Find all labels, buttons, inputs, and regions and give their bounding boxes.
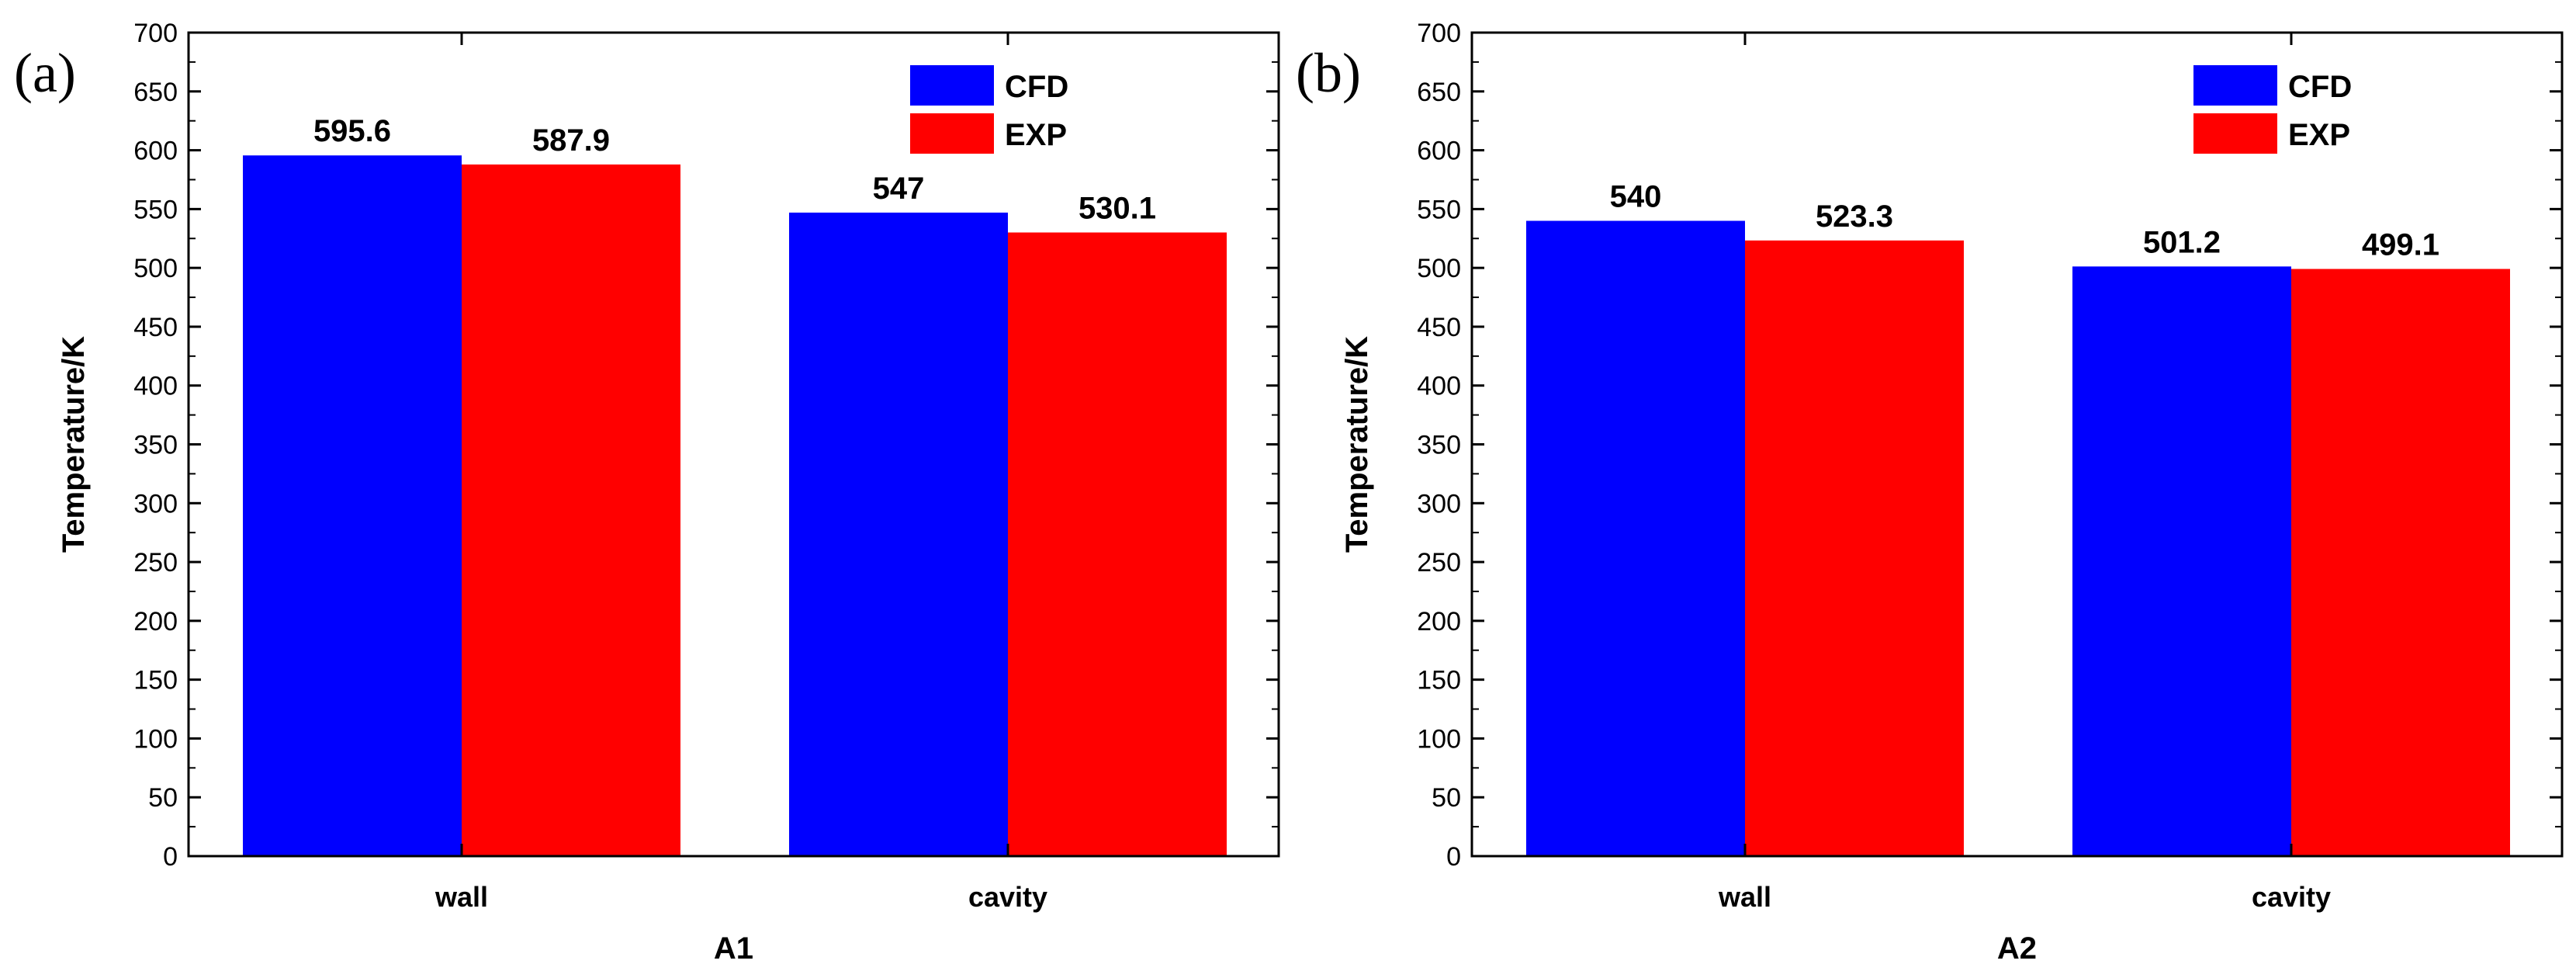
data-label-cfd-wall: 595.6 <box>313 114 391 148</box>
legend-label-exp: EXP <box>2288 118 2350 152</box>
x-tick-label-cavity: cavity <box>968 881 1047 913</box>
y-tick-label: 150 <box>1417 666 1461 695</box>
y-tick-label: 200 <box>133 607 178 636</box>
y-tick-label: 100 <box>133 724 178 754</box>
y-tick-label: 0 <box>1446 842 1461 872</box>
y-tick-label: 550 <box>133 195 178 224</box>
y-tick-label: 600 <box>133 137 178 166</box>
bar-cfd-wall <box>1526 220 1745 856</box>
y-tick-label: 350 <box>1417 431 1461 460</box>
y-tick-label: 350 <box>133 431 178 460</box>
legend: CFD EXP <box>2193 65 2352 154</box>
x-axis-title: A1 <box>714 931 753 966</box>
data-label-exp-wall: 523.3 <box>1816 199 1893 234</box>
x-axis-title: A2 <box>1997 931 2037 966</box>
y-tick-label: 400 <box>133 372 178 401</box>
bar-exp-cavity <box>1008 232 1227 856</box>
bar-cfd-cavity <box>2072 266 2291 857</box>
y-tick-label: 200 <box>1417 607 1461 636</box>
y-tick-label: 0 <box>163 842 178 872</box>
y-tick-label: 600 <box>1417 137 1461 166</box>
y-tick-label: 450 <box>1417 313 1461 342</box>
bar-exp-wall <box>1745 240 1964 856</box>
y-tick-label: 300 <box>1417 489 1461 518</box>
bar-exp-wall <box>462 164 680 857</box>
legend-swatch-exp <box>910 113 994 154</box>
y-tick-label: 300 <box>133 489 178 518</box>
y-tick-label: 650 <box>133 78 178 107</box>
y-axis-title: Temperature/K <box>57 336 91 553</box>
y-tick-label: 450 <box>133 313 178 342</box>
x-tick-label-wall: wall <box>1718 881 1771 913</box>
panel-label: (b) <box>1296 42 1361 104</box>
bar-exp-cavity <box>2291 269 2510 857</box>
x-tick-label-cavity: cavity <box>2252 881 2331 913</box>
data-label-exp-cavity: 499.1 <box>2362 228 2439 262</box>
y-tick-label: 650 <box>1417 78 1461 107</box>
chart-panel-1: 595.6 587.9 wall 547 530.1 cavity 0 50 100 150 200… <box>14 19 1280 966</box>
y-tick-label: 150 <box>133 666 178 695</box>
y-tick-label: 250 <box>1417 548 1461 577</box>
y-tick-label: 500 <box>133 254 178 283</box>
y-tick-label: 550 <box>1417 195 1461 224</box>
data-label-exp-cavity: 530.1 <box>1079 192 1156 226</box>
data-label-cfd-cavity: 501.2 <box>2143 225 2221 259</box>
legend-swatch-cfd <box>910 65 994 106</box>
y-tick-label: 700 <box>133 19 178 48</box>
data-label-cfd-cavity: 547 <box>873 172 925 206</box>
y-tick-label: 400 <box>1417 372 1461 401</box>
data-label-cfd-wall: 540 <box>1610 180 1662 214</box>
y-tick-label: 50 <box>148 783 178 813</box>
y-tick-label: 700 <box>1417 19 1461 48</box>
legend-swatch-exp <box>2193 113 2277 154</box>
legend-swatch-cfd <box>2193 65 2277 106</box>
y-tick-label: 50 <box>1432 783 1461 813</box>
legend-label-cfd: CFD <box>1005 70 1068 104</box>
chart-panel-2: 540 523.3 wall 501.2 499.1 cavity 0 50 100 150 200… <box>1296 19 2564 966</box>
y-tick-label: 500 <box>1417 254 1461 283</box>
y-tick-label: 250 <box>133 548 178 577</box>
y-axis-title: Temperature/K <box>1340 336 1374 553</box>
x-tick-label-wall: wall <box>435 881 488 913</box>
panel-label: (a) <box>14 42 76 104</box>
legend-label-cfd: CFD <box>2288 70 2352 104</box>
y-tick-label: 100 <box>1417 724 1461 754</box>
legend: CFD EXP <box>910 65 1068 154</box>
bar-cfd-cavity <box>789 212 1008 856</box>
legend-label-exp: EXP <box>1005 118 1067 152</box>
data-label-exp-wall: 587.9 <box>532 123 610 158</box>
bar-cfd-wall <box>243 155 462 856</box>
